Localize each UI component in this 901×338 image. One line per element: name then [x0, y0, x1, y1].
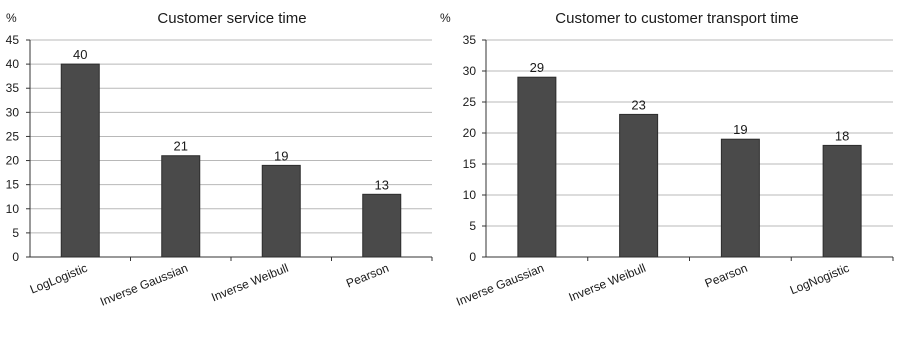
data-label: 19 — [274, 148, 288, 163]
bar-inverse-weibull — [261, 164, 301, 258]
y-tick-label: 0 — [469, 250, 476, 264]
y-tick-label: 35 — [463, 33, 477, 47]
y-tick-label: 15 — [6, 178, 20, 192]
category-label: Pearson — [703, 261, 750, 291]
bar-loglogistic — [60, 63, 100, 258]
y-tick-label: 0 — [12, 250, 19, 264]
bar-pearson — [362, 193, 402, 258]
bar-inverse-gaussian — [161, 155, 201, 258]
category-label: Inverse Weibull — [209, 261, 290, 305]
data-label: 18 — [835, 128, 849, 143]
data-label: 29 — [530, 60, 544, 75]
category-label: Inverse Weibull — [567, 261, 648, 305]
y-axis-unit-label: % — [440, 11, 451, 25]
y-tick-label: 15 — [463, 157, 477, 171]
bar-inverse-gaussian — [517, 76, 557, 258]
category-label: LogLogistic — [28, 261, 90, 297]
y-tick-label: 20 — [6, 154, 20, 168]
data-label: 40 — [73, 47, 87, 62]
y-tick-label: 10 — [463, 188, 477, 202]
y-tick-label: 25 — [6, 129, 20, 143]
y-tick-label: 25 — [463, 95, 477, 109]
y-tick-label: 5 — [469, 219, 476, 233]
bar-lognogistic — [822, 144, 862, 258]
category-label: Inverse Gaussian — [454, 261, 546, 309]
category-label: Inverse Gaussian — [98, 261, 190, 309]
y-tick-label: 20 — [463, 126, 477, 140]
category-label: Pearson — [344, 261, 391, 291]
y-tick-label: 45 — [6, 33, 20, 47]
category-label: LogNogistic — [788, 261, 851, 297]
chart-title: Customer to customer transport time — [555, 10, 798, 27]
data-label: 13 — [375, 177, 389, 192]
bar-inverse-weibull — [619, 113, 659, 258]
data-label: 19 — [733, 122, 747, 137]
bar-pearson — [720, 138, 760, 258]
chart-panel-2: Customer to customer transport time% 0 5 10… — [440, 10, 894, 309]
y-tick-label: 35 — [6, 81, 20, 95]
y-tick-label: 30 — [463, 64, 477, 78]
data-label: 23 — [631, 97, 645, 112]
chart-panel-1: Customer service time% 0 5 10 15 20 25 30 35 40 45… — [6, 10, 433, 309]
y-tick-label: 5 — [12, 226, 19, 240]
data-label: 21 — [174, 139, 188, 154]
y-tick-label: 10 — [6, 202, 20, 216]
y-tick-label: 40 — [6, 57, 20, 71]
y-axis-unit-label: % — [6, 11, 17, 25]
y-tick-label: 30 — [6, 105, 20, 119]
chart-title: Customer service time — [157, 10, 306, 27]
